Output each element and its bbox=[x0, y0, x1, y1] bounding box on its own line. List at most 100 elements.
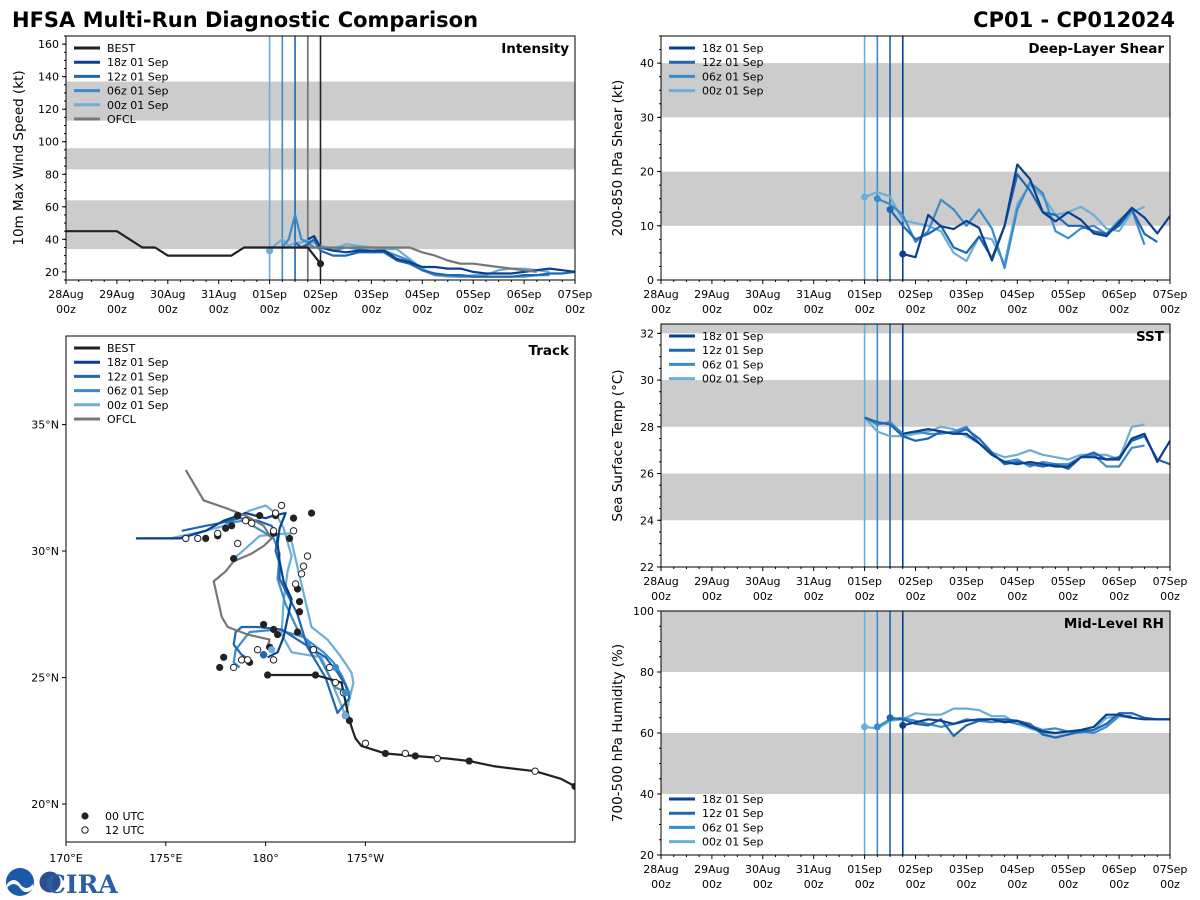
legend-label: 00z 01 Sep bbox=[107, 399, 169, 412]
legend-label: BEST bbox=[107, 342, 135, 355]
x-tick-label-date: 07Sep bbox=[558, 288, 593, 301]
legend-label: 06z 01 Sep bbox=[702, 70, 764, 83]
lat-tick-label: 20°N bbox=[31, 798, 59, 811]
x-tick-label-hour: 00z bbox=[362, 303, 382, 316]
x-tick-label-hour: 00z bbox=[1058, 303, 1078, 316]
y-tick-label: 40 bbox=[640, 788, 654, 801]
marker-12utc bbox=[325, 663, 334, 672]
marker-12utc bbox=[194, 534, 202, 543]
legend-label: 06z 01 Sep bbox=[702, 358, 764, 371]
marker-12utc bbox=[214, 529, 222, 538]
legend-label: 12z 01 Sep bbox=[702, 56, 764, 69]
y-tick-label: 32 bbox=[640, 327, 654, 340]
marker-00utc bbox=[465, 757, 473, 765]
intensity-panel: 20 40 60 80 100 120 140 160 28Aug 00z 29Aug 00z 30Au… bbox=[11, 35, 593, 316]
x-tick-label-hour: 00z bbox=[1058, 590, 1078, 603]
marker-12utc bbox=[361, 739, 370, 748]
x-tick-label-hour: 00z bbox=[1058, 878, 1078, 891]
x-tick-label-hour: 00z bbox=[957, 878, 977, 891]
x-tick-label-date: 02Sep bbox=[898, 288, 933, 301]
y-tick-label: 100 bbox=[633, 605, 654, 618]
threshold-band bbox=[661, 611, 1170, 672]
track-line bbox=[181, 517, 351, 715]
series-line bbox=[902, 163, 1170, 262]
series-line bbox=[902, 428, 1170, 468]
x-tick-label-hour: 00z bbox=[855, 590, 875, 603]
x-tick-label-hour: 00z bbox=[1109, 303, 1129, 316]
x-tick-label-hour: 00z bbox=[209, 303, 229, 316]
x-tick-label-hour: 00z bbox=[906, 303, 926, 316]
track-line bbox=[267, 673, 575, 788]
marker-12utc bbox=[303, 552, 312, 560]
x-tick-label-hour: 00z bbox=[1160, 878, 1180, 891]
x-tick-label-date: 06Sep bbox=[507, 288, 542, 301]
x-tick-label-hour: 00z bbox=[906, 590, 926, 603]
x-tick-label-hour: 00z bbox=[158, 303, 178, 316]
best-last-marker bbox=[317, 260, 324, 268]
y-tick-label: 20 bbox=[45, 266, 59, 279]
lon-tick-label: 170°E bbox=[49, 852, 82, 865]
x-tick-label-hour: 00z bbox=[651, 590, 671, 603]
x-tick-label-date: 31Aug bbox=[796, 863, 831, 876]
series-start-marker bbox=[886, 714, 894, 722]
marker-12utc bbox=[241, 516, 250, 525]
y-tick-label: 60 bbox=[640, 727, 654, 740]
marker-00utc bbox=[256, 512, 264, 520]
y-tick-label: 140 bbox=[38, 71, 59, 84]
run-position-marker bbox=[331, 663, 340, 672]
y-tick-label: 30 bbox=[640, 374, 654, 387]
marker-00utc bbox=[345, 716, 354, 725]
x-tick-label-date: 04Sep bbox=[1000, 863, 1035, 876]
series-start-marker bbox=[873, 195, 881, 203]
x-tick-label-hour: 00z bbox=[311, 303, 331, 316]
x-tick-label-date: 01Sep bbox=[847, 863, 882, 876]
x-tick-label-date: 07Sep bbox=[1153, 575, 1188, 588]
marker-12utc bbox=[233, 539, 242, 548]
x-tick-label-hour: 00z bbox=[463, 303, 483, 316]
series-start-marker bbox=[861, 193, 869, 201]
y-tick-label: 80 bbox=[45, 168, 59, 181]
x-tick-label-date: 03Sep bbox=[354, 288, 389, 301]
series-start-marker bbox=[873, 723, 881, 731]
storm-id: CP01 - CP012024 bbox=[973, 8, 1175, 32]
x-tick-label-date: 30Aug bbox=[745, 288, 780, 301]
marker-00utc bbox=[220, 653, 228, 661]
panel-title: Mid-Level RH bbox=[1064, 616, 1164, 632]
x-tick-label-hour: 00z bbox=[1007, 590, 1027, 603]
legend-label: OFCL bbox=[107, 413, 137, 426]
y-tick-label: 28 bbox=[640, 421, 654, 434]
x-tick-label-hour: 00z bbox=[702, 878, 722, 891]
cira-logo: CIRA bbox=[6, 868, 118, 899]
lat-tick-label: 25°N bbox=[31, 672, 59, 685]
lat-tick-label: 35°N bbox=[31, 419, 59, 432]
run-position-marker bbox=[267, 646, 276, 654]
x-tick-label-date: 30Aug bbox=[150, 288, 185, 301]
x-tick-label-hour: 00z bbox=[1160, 303, 1180, 316]
x-tick-label-date: 29Aug bbox=[694, 863, 729, 876]
legend-label: 18z 01 Sep bbox=[107, 56, 169, 69]
marker-00utc bbox=[222, 524, 230, 532]
threshold-band bbox=[661, 63, 1170, 118]
threshold-band bbox=[661, 324, 1170, 334]
y-tick-label: 10 bbox=[640, 220, 654, 233]
legend-label: 06z 01 Sep bbox=[107, 385, 169, 398]
marker-00utc bbox=[289, 514, 298, 522]
legend-label: 18z 01 Sep bbox=[702, 793, 764, 806]
series-line bbox=[66, 230, 322, 265]
x-tick-label-date: 01Sep bbox=[847, 288, 882, 301]
series-line bbox=[307, 246, 537, 273]
marker-12utc bbox=[297, 570, 306, 578]
lat-tick-label: 30°N bbox=[31, 545, 59, 558]
marker-12utc bbox=[243, 656, 252, 664]
x-tick-label-date: 02Sep bbox=[303, 288, 338, 301]
marker-12utc bbox=[237, 656, 246, 664]
legend-label: 18z 01 Sep bbox=[702, 330, 764, 343]
run-position-marker bbox=[341, 689, 350, 697]
marker-12utc bbox=[247, 519, 256, 527]
x-tick-label-date: 02Sep bbox=[898, 575, 933, 588]
cira-globe-icon bbox=[38, 870, 62, 894]
plot-area bbox=[661, 324, 1170, 567]
y-tick-label: 100 bbox=[38, 136, 59, 149]
x-tick-label-hour: 00z bbox=[651, 878, 671, 891]
lon-tick-label: 175°W bbox=[347, 852, 384, 865]
